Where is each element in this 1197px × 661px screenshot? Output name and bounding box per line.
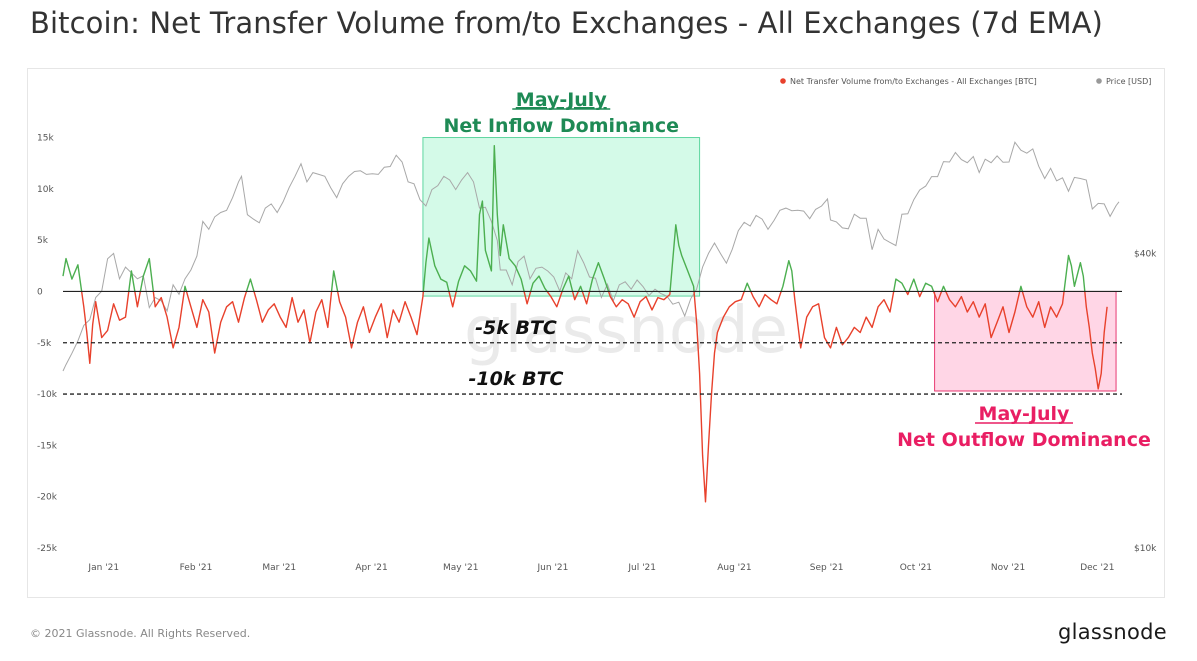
- chart-svg: glassnode-5k BTC -10k BTC May-July Net Infl…: [37, 77, 1157, 573]
- y-left-tick-label: -5k: [37, 339, 52, 349]
- x-tick-label: Dec '21: [1080, 563, 1114, 573]
- price-series-line: [62, 141, 1120, 372]
- legend: Net Transfer Volume from/to Exchanges - …: [780, 77, 1151, 86]
- watermark-logo: glassnode: [464, 294, 788, 368]
- x-tick-label: Apr '21: [355, 563, 387, 573]
- reference-label-10k: -10k BTC: [469, 368, 564, 390]
- x-tick-label: Sep '21: [810, 563, 844, 573]
- reference-label-5k: -5k BTC: [475, 317, 557, 339]
- y-left-tick-label: 10k: [37, 185, 54, 195]
- highlight-box-inflow: [422, 137, 701, 297]
- x-tick-label: Mar '21: [262, 563, 296, 573]
- outflow-annotation-heading: May-July: [979, 403, 1071, 425]
- x-tick-label: Jul '21: [627, 563, 656, 573]
- x-tick-label: Oct '21: [900, 563, 932, 573]
- y-right-tick-label: $40k: [1134, 249, 1157, 259]
- inflow-annotation-heading: May-July: [516, 89, 608, 111]
- x-tick-label: May '21: [443, 563, 478, 573]
- outflow-annotation-text: Net Outflow Dominance: [897, 429, 1151, 451]
- x-tick-label: Jan '21: [87, 563, 119, 573]
- net-transfer-positive-line: [62, 145, 1086, 292]
- footer-copyright: © 2021 Glassnode. All Rights Reserved.: [30, 627, 251, 640]
- legend-marker-price: [1096, 78, 1102, 84]
- y-left-tick-label: 15k: [37, 134, 54, 144]
- highlight-box-outflow: [934, 290, 1117, 392]
- legend-label-price: Price [USD]: [1106, 77, 1151, 86]
- legend-label-net-transfer: Net Transfer Volume from/to Exchanges - …: [790, 77, 1037, 86]
- y-left-tick-label: -25k: [37, 544, 58, 554]
- footer-brand-logo: glassnode: [1057, 620, 1167, 644]
- net-transfer-negative-line: [80, 291, 1108, 503]
- y-left-tick-label: -10k: [37, 390, 58, 400]
- chart-title: Bitcoin: Net Transfer Volume from/to Exc…: [30, 6, 1103, 40]
- legend-marker-net-transfer: [780, 78, 786, 84]
- x-tick-label: Feb '21: [180, 563, 213, 573]
- x-tick-label: Aug '21: [717, 563, 751, 573]
- y-left-tick-label: -20k: [37, 493, 58, 503]
- y-right-tick-label: $10k: [1134, 544, 1157, 554]
- y-left-tick-label: -15k: [37, 441, 58, 451]
- x-tick-label: Jun '21: [537, 563, 569, 573]
- chart-frame: glassnode -5k BTC -10k BTC May-July Net Infl…: [27, 68, 1165, 598]
- y-left-tick-label: 5k: [37, 236, 49, 246]
- y-left-tick-label: 0: [37, 287, 43, 297]
- x-tick-label: Nov '21: [991, 563, 1025, 573]
- inflow-annotation-text: Net Inflow Dominance: [443, 115, 679, 137]
